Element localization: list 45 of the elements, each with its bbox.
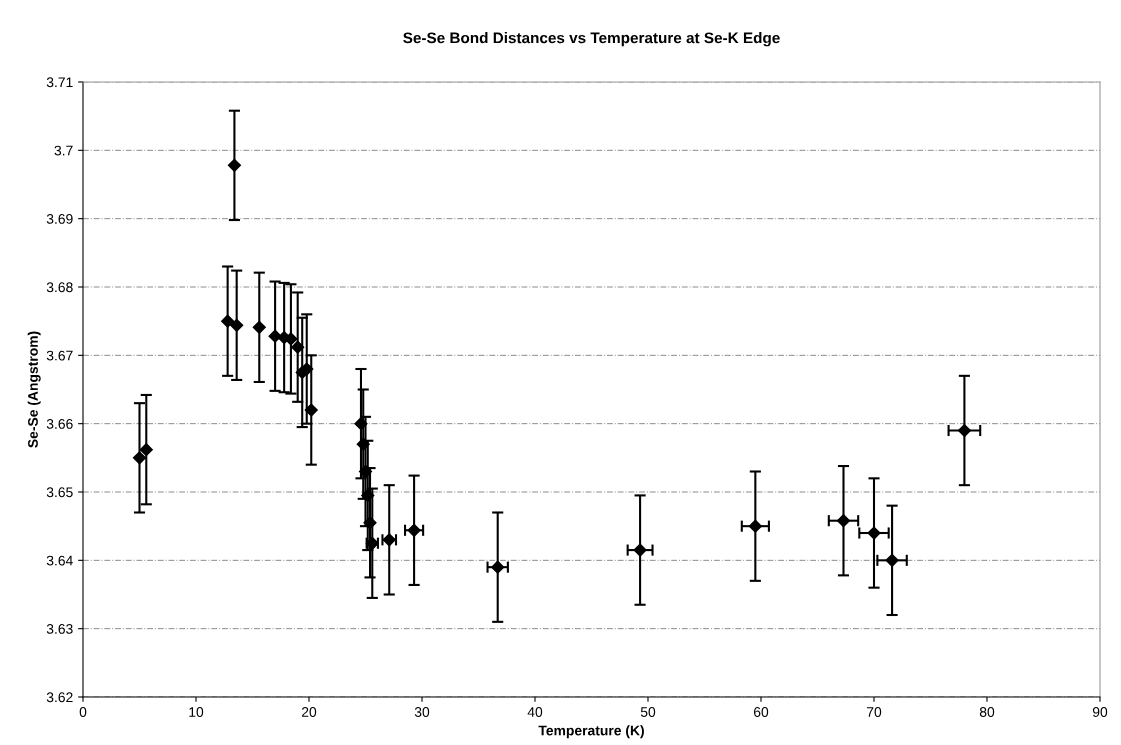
- chart-title: Se-Se Bond Distances vs Temperature at Se-K Edge: [403, 32, 780, 47]
- point: [230, 318, 244, 332]
- y-tick-label: 3.71: [46, 77, 73, 88]
- point: [957, 423, 971, 438]
- point: [836, 514, 851, 528]
- x-tick-label: 50: [640, 707, 656, 717]
- point: [139, 443, 153, 457]
- x-tick-label: 20: [301, 707, 317, 717]
- point: [361, 488, 375, 503]
- x-tick-label: 0: [79, 707, 87, 717]
- point: [221, 314, 235, 328]
- y-tick-label: 3.7: [54, 145, 73, 156]
- x-tick-label: 30: [414, 707, 430, 717]
- y-tick-label: 3.63: [46, 624, 73, 634]
- y-tick-label: 3.69: [46, 214, 73, 224]
- y-tick-label: 3.65: [46, 487, 73, 498]
- x-tick-label: 10: [189, 707, 204, 717]
- point: [491, 560, 505, 574]
- x-axis-title: Temperature (K): [538, 725, 644, 739]
- y-tick-label: 3.64: [46, 555, 73, 566]
- point: [867, 526, 881, 540]
- point: [291, 340, 305, 354]
- y-tick-label: 3.67: [46, 350, 73, 361]
- point: [358, 464, 373, 479]
- x-tick-label: 40: [527, 707, 543, 717]
- point: [354, 417, 368, 431]
- point: [284, 332, 298, 346]
- point: [304, 403, 318, 417]
- point: [407, 523, 421, 537]
- point: [227, 158, 242, 172]
- point: [633, 543, 647, 557]
- x-tick-label: 80: [979, 707, 995, 717]
- y-axis-title: Se-Se (Angstrom): [27, 331, 41, 448]
- x-tick-label: 90: [1092, 707, 1108, 717]
- point: [885, 553, 899, 567]
- y-tick-label: 3.66: [46, 419, 73, 429]
- point: [748, 519, 762, 533]
- y-tick-label: 3.62: [46, 692, 73, 703]
- x-tick-label: 70: [866, 707, 882, 717]
- x-tick-label: 60: [753, 707, 769, 717]
- y-tick-label: 3.68: [46, 282, 73, 293]
- point: [252, 320, 266, 334]
- point: [356, 437, 370, 451]
- point: [132, 451, 147, 465]
- point: [363, 516, 377, 530]
